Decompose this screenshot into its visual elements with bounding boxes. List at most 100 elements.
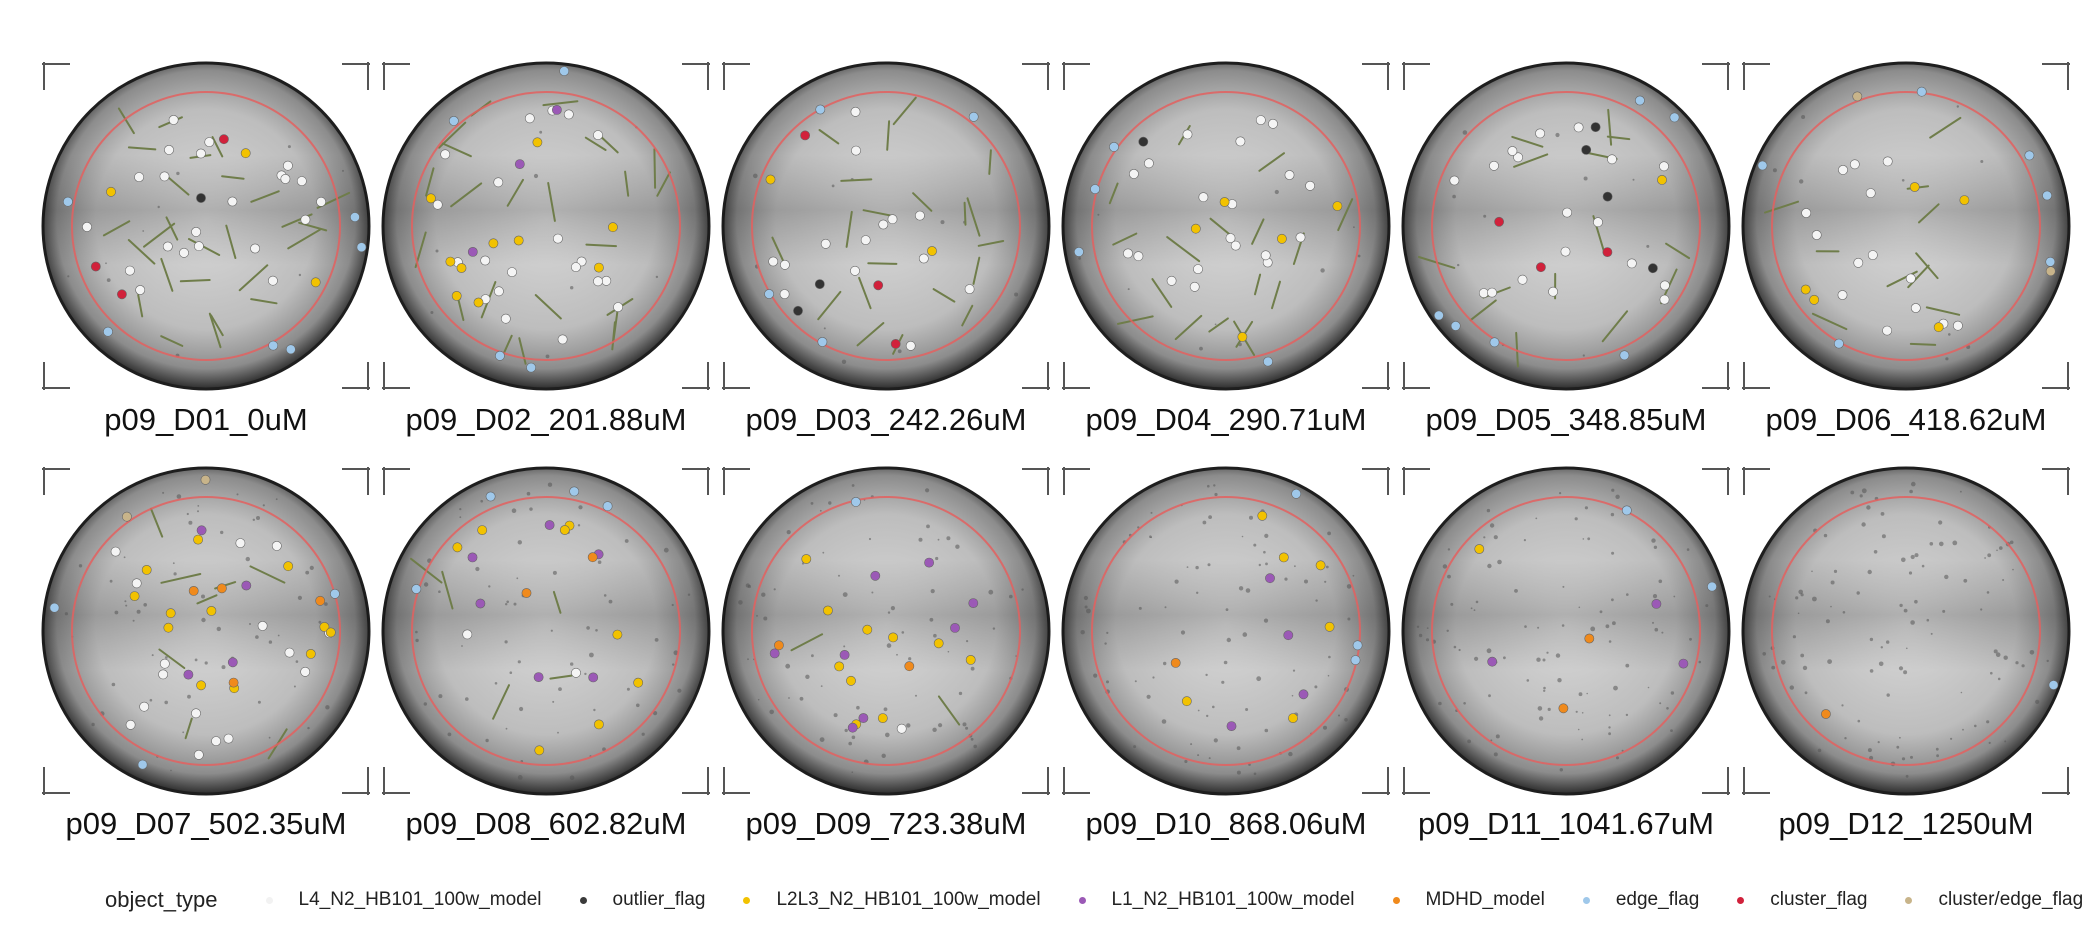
detection-dot (195, 148, 206, 159)
debris-speck (654, 638, 659, 642)
debris-speck (1705, 604, 1709, 608)
debris-speck (1315, 599, 1318, 602)
debris-speck (438, 590, 441, 593)
detection-dot (271, 541, 282, 551)
detection-dot (1535, 262, 1546, 273)
worm (1607, 108, 1613, 146)
worm (1764, 200, 1799, 214)
debris-speck (1999, 546, 2003, 550)
well-shadow-band (1063, 560, 1389, 670)
detection-dot (1487, 656, 1498, 667)
detection-dot (1090, 184, 1100, 195)
debris-speck (1486, 508, 1491, 513)
detection-dot (448, 116, 459, 126)
debris-speck (761, 592, 766, 597)
debris-speck (1659, 702, 1662, 705)
detection-dot (612, 629, 623, 640)
debris-speck (1338, 714, 1340, 717)
debris-speck (1253, 543, 1257, 547)
worm (1915, 252, 1939, 280)
detection-dot (1474, 544, 1485, 554)
debris-speck (1877, 741, 1880, 744)
detection-dot (532, 137, 543, 148)
debris-speck (1625, 663, 1630, 668)
well-panel (380, 465, 712, 797)
debris-speck (1850, 490, 1855, 495)
debris-speck (1212, 705, 1215, 709)
detection-dot (1263, 356, 1273, 367)
detection-dot (1265, 573, 1275, 584)
debris-speck (459, 516, 462, 519)
debris-speck (1986, 720, 1990, 724)
worm (1108, 182, 1119, 205)
detection-dot (1226, 721, 1237, 731)
debris-speck (1127, 288, 1130, 291)
detection-dot (1478, 288, 1489, 298)
debris-speck (1207, 563, 1211, 567)
debris-speck (841, 359, 847, 364)
detection-dot (356, 242, 367, 253)
debris-speck (255, 635, 259, 639)
debris-speck (1150, 511, 1153, 514)
well-image (721, 466, 1051, 796)
debris-speck (881, 753, 886, 758)
detection-dot (1669, 112, 1680, 123)
debris-speck (763, 616, 768, 621)
detection-dot (1350, 655, 1361, 665)
debris-speck (1948, 333, 1951, 336)
debris-speck (106, 278, 111, 282)
legend: object_type L4_N2_HB101_100w_model outlie… (105, 885, 2100, 915)
debris-speck (1584, 506, 1588, 510)
debris-speck (2009, 540, 2014, 545)
detection-dot (159, 171, 170, 182)
detection-dot (135, 285, 146, 295)
debris-speck (1245, 588, 1251, 593)
analysis-boundary-ring (1431, 91, 1701, 361)
worm (143, 222, 176, 248)
debris-speck (885, 732, 890, 738)
well-shadow-band (1063, 155, 1389, 265)
debris-speck (1146, 694, 1151, 699)
debris-speck (1426, 627, 1429, 629)
debris-speck (1611, 551, 1615, 555)
worm (1112, 232, 1138, 246)
debris-speck (275, 498, 278, 501)
debris-speck (1939, 541, 1944, 547)
debris-speck (529, 507, 533, 511)
debris-speck (933, 633, 937, 638)
detection-dot (191, 226, 201, 237)
debris-speck (220, 530, 224, 535)
debris-speck (1842, 611, 1846, 614)
debris-speck (204, 661, 208, 665)
legend-item: MDHD_model (1392, 889, 1545, 911)
detection-dot (933, 638, 944, 649)
debris-speck (1195, 565, 1199, 570)
worm (1925, 306, 1961, 316)
debris-speck (1205, 673, 1208, 677)
debris-speck (1524, 625, 1527, 628)
debris-speck (929, 617, 934, 622)
debris-speck (201, 594, 205, 599)
debris-speck (245, 556, 250, 562)
debris-speck (1590, 626, 1596, 632)
debris-speck (78, 564, 83, 568)
worm (1909, 342, 1937, 346)
debris-speck (2002, 579, 2005, 581)
debris-speck (1844, 737, 1847, 740)
debris-speck (569, 775, 575, 780)
worm (287, 228, 321, 250)
well-panel (720, 60, 1052, 392)
worm (117, 107, 135, 135)
worm (912, 192, 933, 212)
detection-dot (196, 193, 206, 203)
debris-speck (547, 482, 553, 487)
debris-speck (1327, 674, 1330, 677)
debris-speck (1236, 746, 1241, 751)
detection-dot (241, 580, 252, 591)
debris-speck (757, 698, 760, 701)
detection-dot (873, 280, 884, 291)
debris-speck (819, 737, 825, 742)
debris-speck (925, 488, 930, 493)
debris-speck (570, 286, 574, 290)
debris-speck (2046, 659, 2049, 663)
